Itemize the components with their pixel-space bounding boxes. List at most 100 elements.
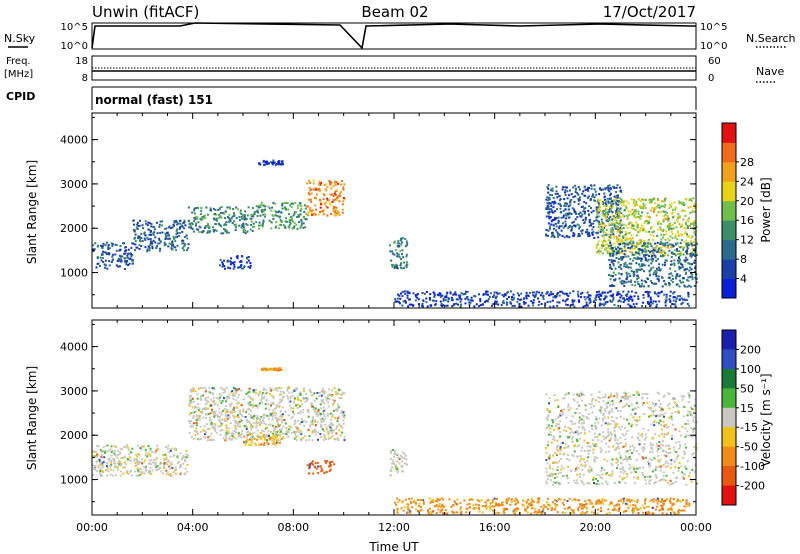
power-echo-region [595,197,698,257]
freq-unit-label: [MHz] [4,69,33,80]
velocity-colorbar-tick: -200 [740,480,765,493]
cpid-panel: CPID normal (fast) 151 [6,86,697,110]
velocity-colorbar-segment [722,330,736,350]
nsky-tick-top: 10^5 [61,22,88,33]
velocity-echo-region [389,449,409,477]
freq-tick-bottom: 8 [82,73,88,84]
freq-panel: 18 8 60 0 Freq. [MHz] Nave [4,55,784,84]
velocity-ytick-label: 4000 [60,341,88,354]
nave-tick-bottom: 0 [708,73,714,84]
nsky-label: N.Sky [4,32,36,45]
radar-title: Unwin (fitACF) [92,3,199,21]
velocity-ytick-label: 3000 [60,385,88,398]
power-colorbar-segment [722,278,736,299]
velocity-colorbar-label: Velocity [m s⁻¹] [759,373,773,466]
velocity-colorbar-tick: -100 [740,460,765,473]
power-ytick-label: 4000 [60,134,88,147]
velocity-colorbar-segment [722,407,736,428]
power-colorbar-tick: 28 [740,156,754,169]
power-echo-region [218,255,252,270]
xtick-label: 04:00 [177,521,209,534]
velocity-colorbar-segment [722,388,736,409]
xtick-label: 00:00 [680,521,712,534]
power-echo-region [92,241,135,270]
velocity-colorbar-segment [722,466,736,486]
velocity-colorbar-tick: -50 [740,441,758,454]
velocity-echo-region [243,431,283,447]
freq-tick-top: 18 [75,56,88,67]
nsky-tick-bottom: 10^0 [61,41,88,52]
velocity-colorbar-tick: 15 [740,402,754,415]
velocity-colorbar-segment [722,485,736,506]
power-colorbar-tick: 16 [740,214,754,227]
cpid-value: normal (fast) 151 [95,93,213,107]
power-colorbar-segment [722,181,736,202]
beam-label: Beam 02 [361,3,428,21]
velocity-colorbar-tick: -15 [740,421,758,434]
xtick-label: 08:00 [277,521,309,534]
velocity-colorbar: 200 100 50 15 -15 -50 -100 -200 [721,329,765,506]
power-colorbar-tick: 20 [740,195,754,208]
power-colorbar-tick: 12 [740,234,754,247]
velocity-colorbar-segment [722,427,736,448]
power-colorbar-tick: 24 [740,175,754,188]
power-echo-region [394,290,691,308]
xtick-label: 16:00 [479,521,511,534]
velocity-panel: 1000 2000 3000 4000 00:00 04:00 08:00 12:00 16:0… [25,319,773,554]
velocity-echo-region [545,391,698,486]
xtick-label: 12:00 [378,521,410,534]
power-colorbar-label: Power [dB] [759,177,773,242]
power-panel: 1000 2000 3000 4000 Slant Range [km] 4 8 12 16… [25,112,773,309]
power-colorbar-tick: 8 [740,253,747,266]
power-echo-region [389,237,409,270]
velocity-colorbar-tick: 100 [740,363,761,376]
power-colorbar-segment [722,220,736,241]
nave-tick-top: 60 [708,56,721,67]
power-echo-region [187,206,258,235]
velocity-colorbar-segment [722,368,736,389]
power-ytick-label: 1000 [60,267,88,280]
nsearch-label: N.Search [746,32,796,45]
velocity-ytick-label: 1000 [60,474,88,487]
xtick-label: 00:00 [76,521,108,534]
date-label: 17/Oct/2017 [603,3,696,21]
velocity-colorbar-segment [722,349,736,370]
power-echo-layer [92,159,698,308]
nave-label: Nave [756,65,784,78]
cpid-label: CPID [6,90,35,103]
velocity-echo-region [188,386,346,442]
power-colorbar-segment [722,142,736,163]
xlabel: Time UT [368,540,419,554]
velocity-echo-region [306,460,336,475]
velocity-ylabel: Slant Range [km] [25,366,39,470]
power-colorbar-segment [722,123,736,143]
power-colorbar-segment [722,161,736,182]
velocity-echo-region [394,497,691,515]
power-ytick-label: 2000 [60,222,88,235]
power-echo-region [258,159,284,166]
velocity-echo-layer [92,367,698,515]
power-echo-region [255,201,308,230]
nsky-line [91,22,696,50]
nsearch-tick-bottom: 10^0 [700,41,727,52]
xtick-label: 20:00 [579,521,611,534]
freq-label: Freq. [6,56,31,67]
power-colorbar: 4 8 12 16 20 24 28 [721,122,754,299]
power-echo-region [306,179,346,217]
power-colorbar-segment [722,239,736,260]
power-ytick-label: 3000 [60,178,88,191]
power-echo-region [132,219,190,253]
nsky-panel: 10^5 10^0 10^5 10^0 N.Sky N.Search [4,22,796,52]
nsearch-tick-top: 10^5 [700,22,727,33]
power-colorbar-segment [722,259,736,279]
power-colorbar-segment [722,200,736,221]
velocity-colorbar-segment [722,446,736,467]
velocity-colorbar-tick: 50 [740,382,754,395]
velocity-echo-region [92,444,190,477]
velocity-ytick-label: 2000 [60,429,88,442]
velocity-colorbar-tick: 200 [740,343,761,356]
power-colorbar-tick: 4 [740,273,747,286]
power-ylabel: Slant Range [km] [25,160,39,264]
velocity-echo-region [260,367,283,372]
